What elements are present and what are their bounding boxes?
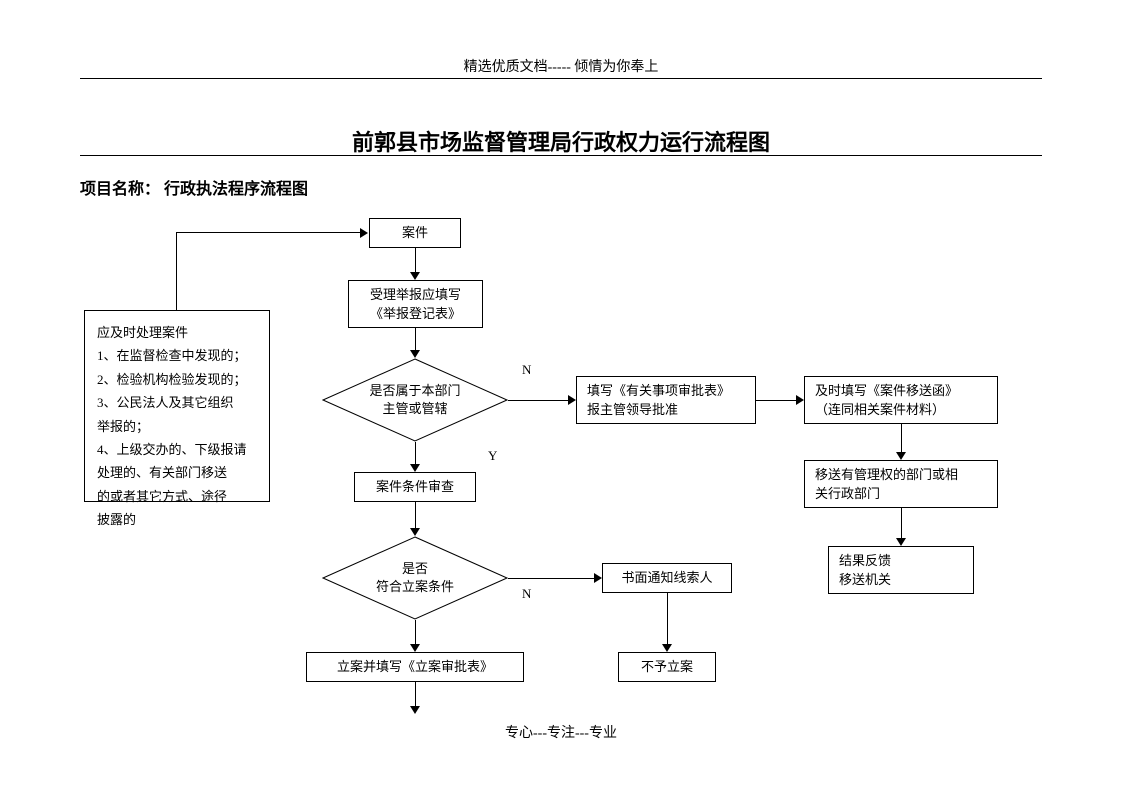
- subtitle: 项目名称： 行政执法程序流程图: [80, 175, 308, 199]
- conn-d1-review-arrow: [410, 464, 420, 472]
- node-review: 案件条件审查: [354, 472, 476, 502]
- label-y1: Y: [488, 448, 497, 464]
- conn-accept-d1-arrow: [410, 350, 420, 358]
- page: 精选优质文档----- 倾情为你奉上 前郭县市场监督管理局行政权力运行流程图 项…: [0, 0, 1122, 793]
- node-source: 应及时处理案件 1、在监督检查中发现的； 2、检验机构检验发现的； 3、公民法人…: [84, 310, 270, 502]
- conn-d1-approval: [508, 400, 568, 401]
- conn-notify-nocase-arrow: [662, 644, 672, 652]
- title-rule: [80, 155, 1042, 156]
- conn-source-case-arrow: [360, 228, 368, 238]
- subtitle-value: 行政执法程序流程图: [164, 181, 308, 198]
- conn-case-accept: [415, 248, 416, 272]
- node-case: 案件: [369, 218, 461, 248]
- conn-file-down: [415, 682, 416, 706]
- conn-d1-review: [415, 442, 416, 464]
- node-filing-decision: 是否 符合立案条件: [322, 536, 508, 620]
- conn-d2-file-arrow: [410, 644, 420, 652]
- label-n1: N: [522, 362, 531, 378]
- conn-notify-nocase: [667, 593, 668, 644]
- footer: 专心---专注---专业: [0, 722, 1122, 742]
- conn-d2-notify: [508, 578, 594, 579]
- conn-d1-approval-arrow: [568, 395, 576, 405]
- node-dept-decision: 是否属于本部门 主管或管辖: [322, 358, 508, 442]
- node-file-case: 立案并填写《立案审批表》: [306, 652, 524, 682]
- node-transfer-dept: 移送有管理权的部门或相 关行政部门: [804, 460, 998, 508]
- node-transfer-letter: 及时填写《案件移送函》 （连同相关案件材料）: [804, 376, 998, 424]
- node-notify: 书面通知线索人: [602, 563, 732, 593]
- conn-d2-notify-arrow: [594, 573, 602, 583]
- node-dept-decision-label: 是否属于本部门 主管或管辖: [322, 358, 508, 442]
- node-fill-approval: 填写《有关事项审批表》 报主管领导批准: [576, 376, 756, 424]
- node-feedback: 结果反馈 移送机关: [828, 546, 974, 594]
- conn-letter-dept-arrow: [896, 452, 906, 460]
- conn-review-d2: [415, 502, 416, 528]
- node-accept: 受理举报应填写 《举报登记表》: [348, 280, 483, 328]
- node-no-case: 不予立案: [618, 652, 716, 682]
- conn-letter-dept: [901, 424, 902, 452]
- conn-approval-letter-arrow: [796, 395, 804, 405]
- conn-source-case-h: [176, 232, 360, 233]
- conn-source-case-v: [176, 232, 177, 310]
- conn-dept-feedback-arrow: [896, 538, 906, 546]
- conn-dept-feedback: [901, 508, 902, 538]
- conn-d2-file: [415, 620, 416, 644]
- conn-approval-letter: [756, 400, 796, 401]
- conn-file-down-arrow: [410, 706, 420, 714]
- label-n2: N: [522, 586, 531, 602]
- conn-case-accept-arrow: [410, 272, 420, 280]
- header-tagline: 精选优质文档----- 倾情为你奉上: [0, 56, 1122, 76]
- conn-review-d2-arrow: [410, 528, 420, 536]
- header-rule: [80, 78, 1042, 79]
- node-filing-decision-label: 是否 符合立案条件: [322, 536, 508, 620]
- doc-title: 前郭县市场监督管理局行政权力运行流程图: [0, 125, 1122, 157]
- conn-accept-d1: [415, 328, 416, 350]
- subtitle-label: 项目名称：: [80, 181, 160, 198]
